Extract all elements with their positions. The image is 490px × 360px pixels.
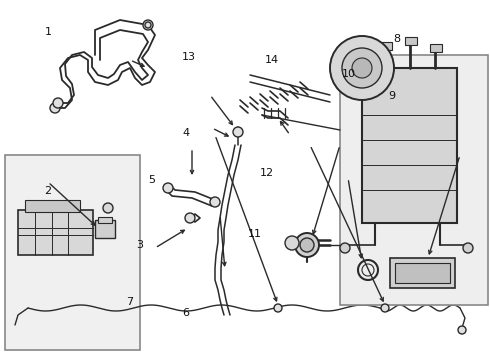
Circle shape [342, 48, 382, 88]
Text: 13: 13 [182, 52, 196, 62]
Bar [95, 220, 115, 238]
Text: 3: 3 [136, 240, 143, 250]
Bar [25, 200, 80, 212]
Circle shape [50, 103, 60, 113]
Bar [18, 210, 93, 255]
Bar [405, 37, 417, 45]
Text: 8: 8 [393, 34, 400, 44]
Text: 1: 1 [45, 27, 51, 37]
Bar [390, 258, 455, 288]
Circle shape [381, 304, 389, 312]
Text: 4: 4 [183, 128, 190, 138]
Text: 2: 2 [45, 186, 51, 196]
Circle shape [340, 243, 350, 253]
Circle shape [233, 127, 243, 137]
Bar [5, 155, 140, 350]
Circle shape [463, 243, 473, 253]
Text: 12: 12 [260, 168, 274, 178]
Circle shape [145, 22, 151, 28]
Text: 10: 10 [342, 69, 356, 79]
Text: 14: 14 [265, 55, 279, 66]
Circle shape [458, 326, 466, 334]
Circle shape [103, 203, 113, 213]
Circle shape [185, 213, 195, 223]
Text: 9: 9 [389, 91, 395, 102]
Text: 11: 11 [248, 229, 262, 239]
Circle shape [300, 238, 314, 252]
Circle shape [285, 236, 299, 250]
Bar [340, 55, 488, 305]
Bar [380, 42, 392, 50]
Circle shape [53, 98, 63, 108]
Text: 7: 7 [126, 297, 133, 307]
Circle shape [274, 304, 282, 312]
Circle shape [143, 20, 153, 30]
Bar [395, 263, 450, 283]
Bar [362, 68, 457, 223]
Bar [98, 217, 112, 223]
Bar [430, 44, 442, 52]
Circle shape [210, 197, 220, 207]
Text: 6: 6 [183, 308, 190, 318]
Circle shape [295, 233, 319, 257]
Circle shape [330, 36, 394, 100]
Text: 5: 5 [148, 175, 155, 185]
Circle shape [352, 58, 372, 78]
Circle shape [163, 183, 173, 193]
